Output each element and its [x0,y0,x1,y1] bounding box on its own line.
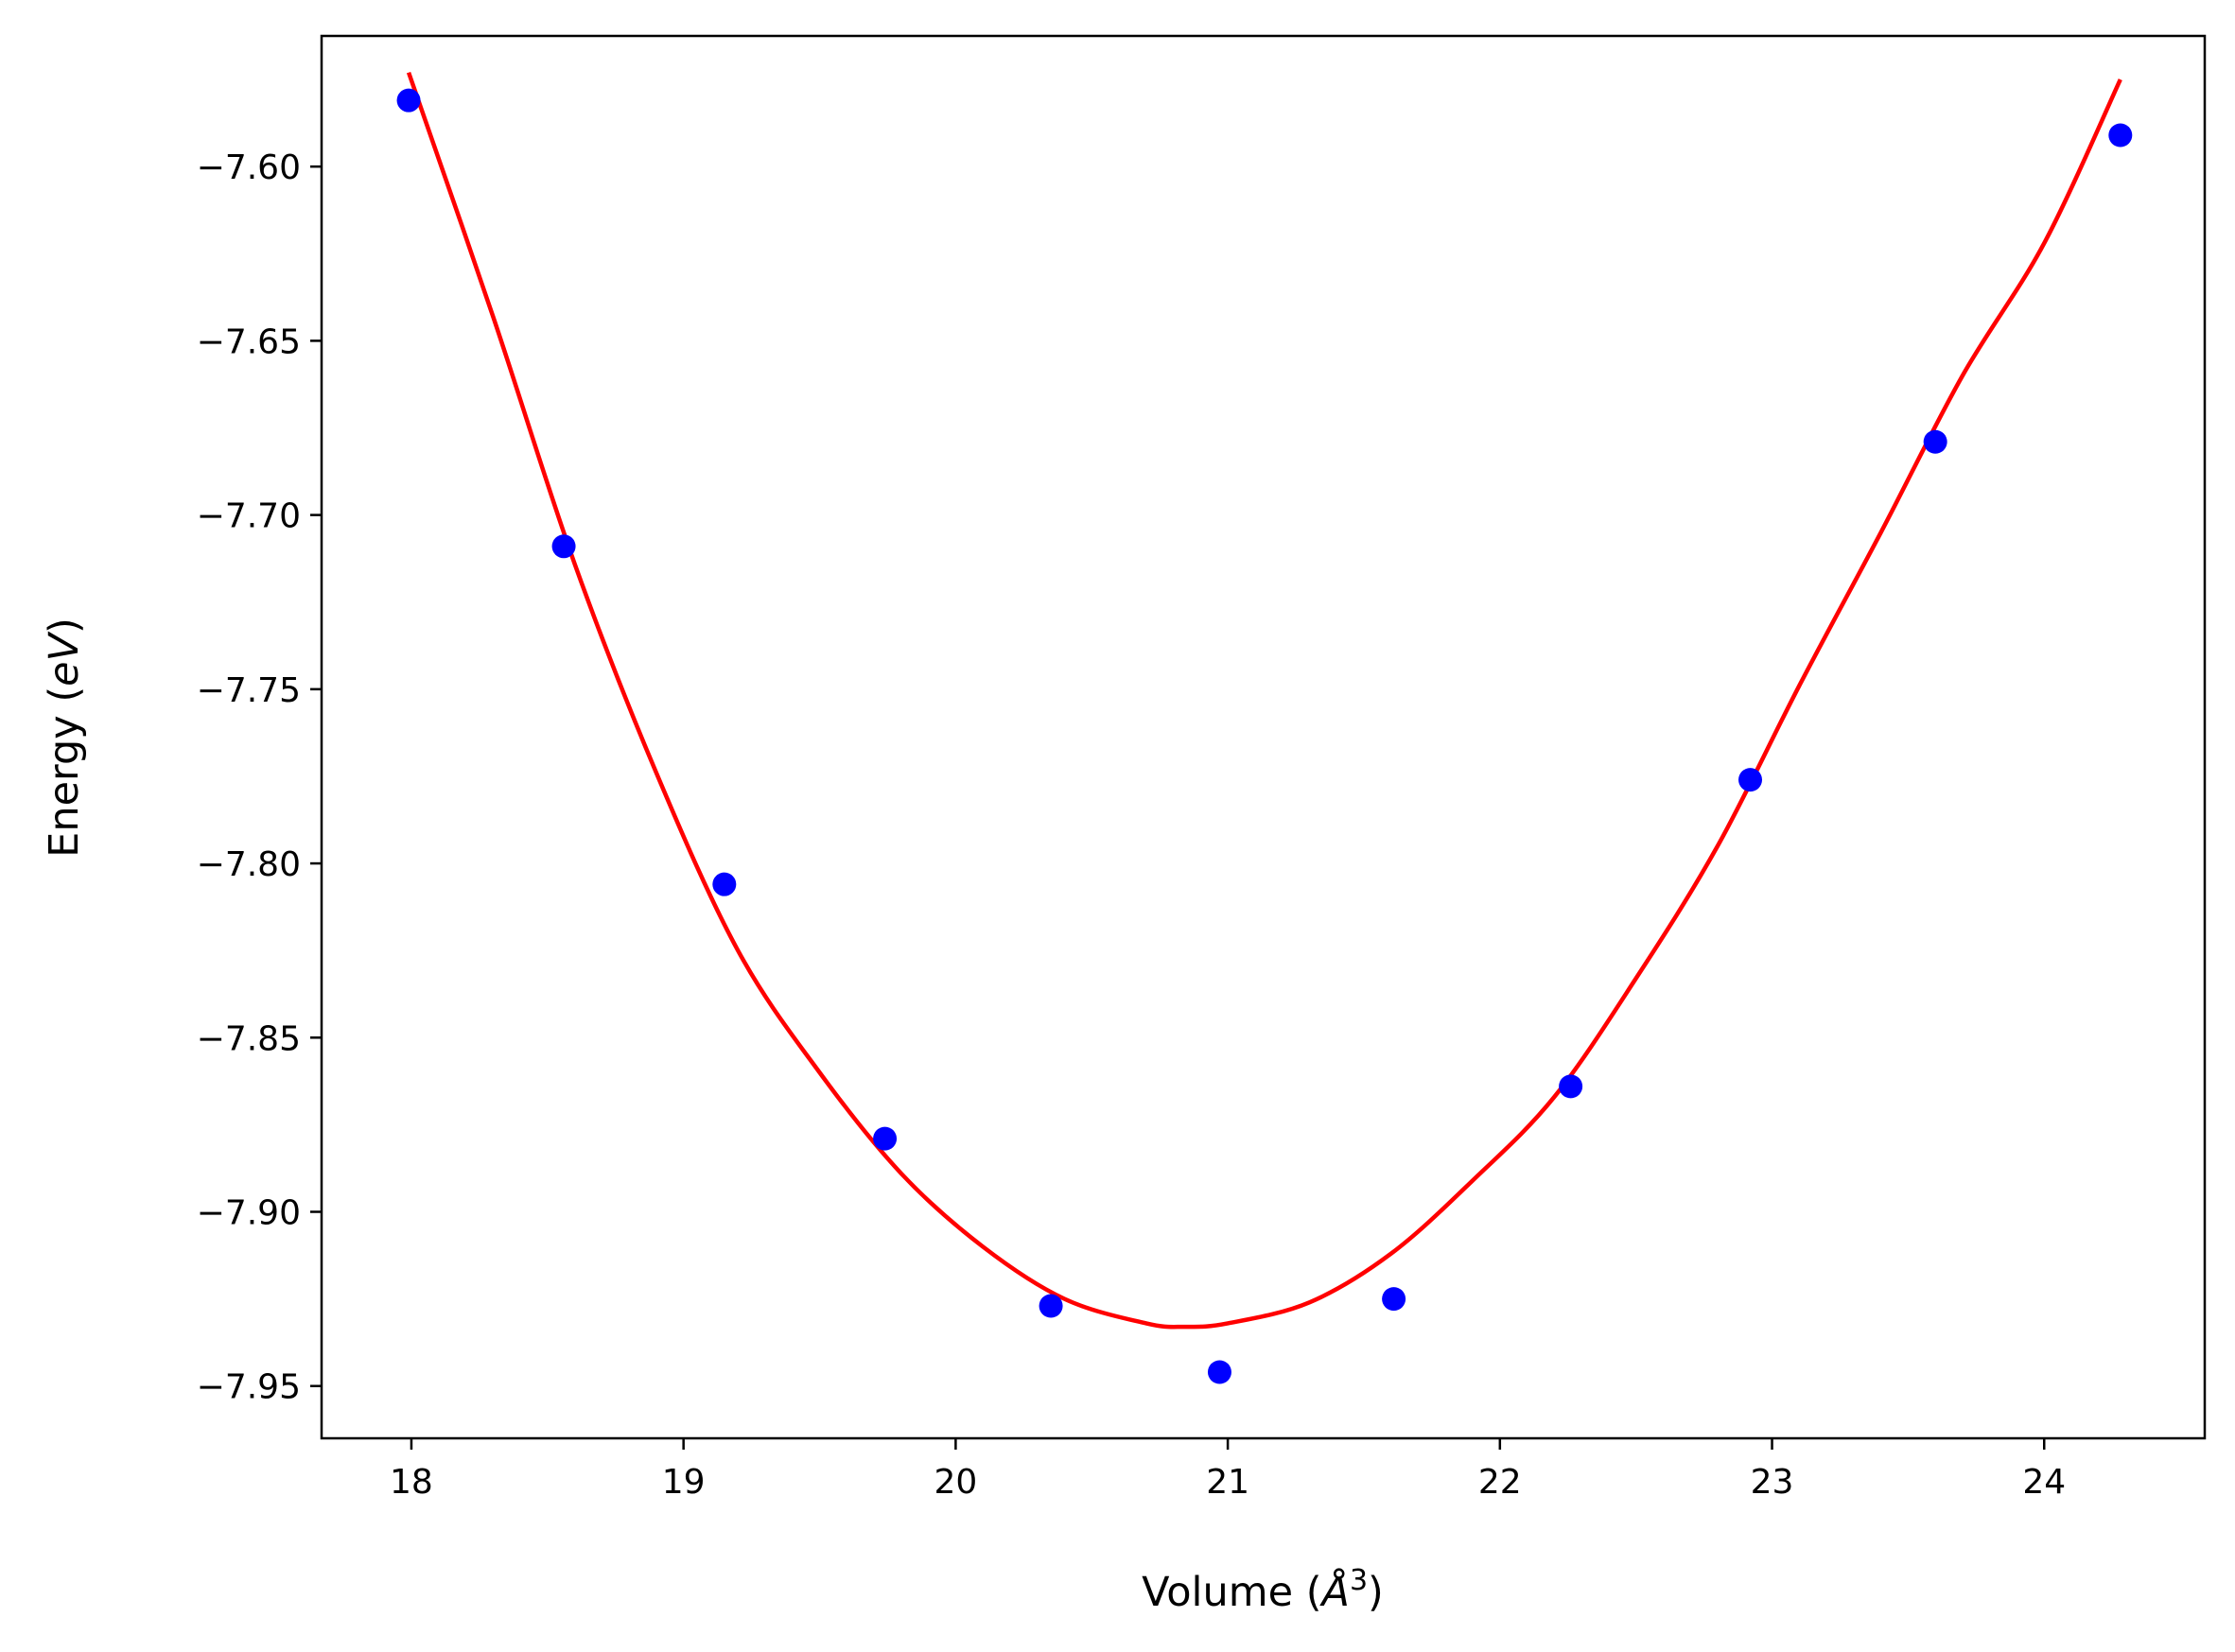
x-tick-label: 19 [662,1463,706,1502]
fit-curve-layer [406,71,2122,1330]
x-tick-label: 18 [390,1463,433,1502]
y-tick-label: −7.90 [197,1194,301,1233]
x-tick-label: 21 [1206,1463,1249,1502]
fit-curve-line [406,71,2122,1330]
y-axis-ticks: −7.60 −7.65 −7.70 −7.75 −7.80 −7.85 −7.90 −7.95 [197,148,322,1407]
y-tick-label: −7.75 [197,671,301,710]
x-tick-label: 20 [934,1463,977,1502]
y-axis-label: Energy (eV) [41,617,88,858]
y-tick-label: −7.85 [197,1019,301,1058]
data-point [1039,1294,1063,1318]
data-point [2108,123,2133,148]
data-point [1559,1074,1583,1099]
x-tick-label: 24 [2022,1463,2066,1502]
data-points-layer [396,88,2133,1384]
data-point [1207,1360,1231,1384]
data-point [1382,1287,1406,1312]
y-tick-label: −7.80 [197,845,301,884]
x-tick-label: 22 [1478,1463,1522,1502]
x-axis-label: Volume (Å3) [1142,1564,1384,1617]
y-tick-label: −7.65 [197,322,301,361]
axes-frame [320,34,2207,1440]
y-tick-label: −7.60 [197,148,301,187]
data-point [873,1126,898,1151]
plot-area [322,36,2205,1438]
data-point [712,872,737,896]
x-tick-label: 23 [1751,1463,1794,1502]
y-tick-label: −7.70 [197,497,301,536]
y-tick-label: −7.95 [197,1368,301,1407]
data-point [396,88,421,113]
x-axis-ticks: 18 19 20 21 22 23 24 [390,1438,2066,1502]
data-point [551,534,576,559]
data-point [1923,429,1947,454]
data-point [1738,768,1763,792]
